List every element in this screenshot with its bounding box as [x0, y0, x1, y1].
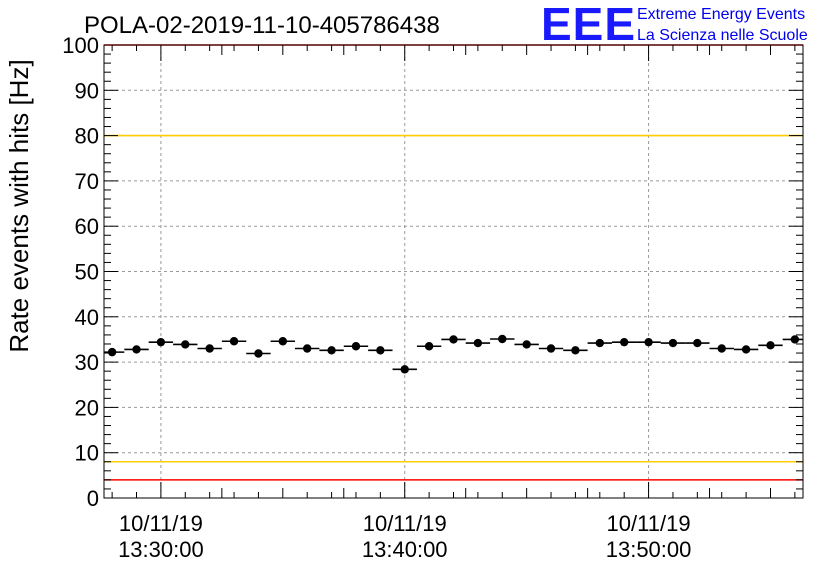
data-point — [571, 346, 580, 355]
y-tick-label: 70 — [75, 169, 99, 194]
data-point — [644, 337, 653, 347]
data-point — [619, 337, 629, 347]
data-point — [717, 344, 726, 353]
data-point — [766, 341, 775, 350]
data-point — [546, 344, 556, 353]
y-tick-label: 80 — [75, 124, 99, 149]
data-point — [278, 337, 288, 346]
y-tick-label: 40 — [75, 305, 99, 330]
data-point — [595, 338, 605, 348]
y-axis-title: Rate events with hits [Hz] — [4, 59, 34, 352]
y-tick-label: 60 — [75, 214, 99, 239]
logo-line1: Extreme Energy Events — [637, 6, 805, 23]
x-tick-date-label: 10/11/19 — [607, 511, 691, 536]
y-tick-label: 90 — [75, 78, 99, 103]
x-tick-time-label: 13:30:00 — [118, 537, 204, 562]
y-tick-label: 0 — [87, 486, 99, 511]
data-point — [205, 344, 214, 353]
data-point — [522, 340, 531, 349]
y-tick-label: 50 — [75, 260, 99, 285]
logo-letters: EEE — [541, 0, 636, 50]
x-tick-date-label: 10/11/19 — [119, 511, 203, 536]
eee-logo: EEE Extreme Energy Events La Scienza nel… — [541, 0, 808, 50]
data-point — [741, 345, 751, 354]
data-point — [400, 365, 409, 374]
data-point — [351, 342, 361, 351]
x-tick-time-label: 13:50:00 — [606, 537, 692, 562]
data-point — [302, 344, 312, 353]
x-tick-time-label: 13:40:00 — [362, 537, 448, 562]
data-point — [132, 345, 141, 354]
data-point — [327, 346, 336, 355]
data-point — [181, 340, 190, 349]
y-tick-label: 20 — [75, 395, 99, 420]
data-point — [473, 338, 483, 348]
y-tick-label: 30 — [75, 350, 99, 375]
data-point — [254, 349, 263, 358]
data-point — [790, 335, 800, 344]
x-tick-date-label: 10/11/19 — [363, 511, 447, 536]
chart-title: POLA-02-2019-11-10-405786438 — [84, 12, 440, 39]
data-point — [156, 337, 166, 347]
y-tick-label: 10 — [75, 441, 99, 466]
plot-area: 010203040506070809010010/11/1913:30:0010… — [62, 33, 804, 562]
data-point — [498, 334, 507, 344]
logo-line2: La Scienza nelle Scuole — [637, 27, 808, 44]
data-point — [424, 342, 434, 351]
data-point — [693, 338, 702, 348]
data-point — [376, 346, 385, 355]
data-point — [107, 347, 117, 357]
data-point — [229, 337, 239, 346]
data-point — [449, 335, 458, 344]
y-tick-label: 100 — [62, 33, 99, 58]
data-point — [668, 338, 678, 348]
